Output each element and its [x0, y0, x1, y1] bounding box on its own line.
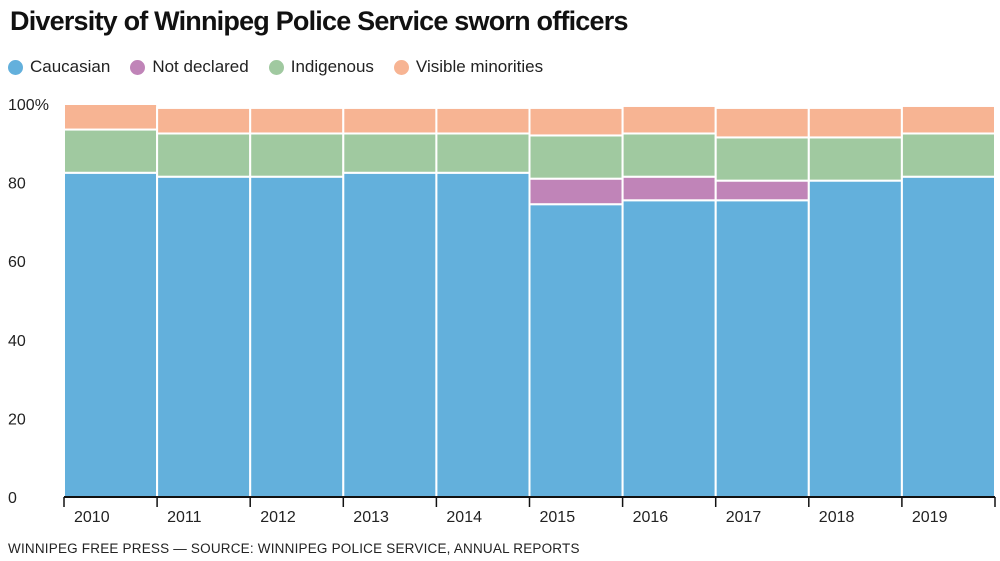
y-tick-label: 40	[8, 333, 26, 350]
bar-segment-indigenous-2015	[528, 134, 624, 180]
x-tick-label: 2016	[633, 509, 669, 526]
source-note: WINNIPEG FREE PRESS — SOURCE: WINNIPEG P…	[8, 541, 580, 556]
x-tick-label: 2012	[260, 509, 296, 526]
bar-segment-indigenous-2012	[249, 132, 345, 178]
bars	[63, 103, 997, 499]
x-tick-label: 2019	[912, 509, 948, 526]
bar-segment-visible-minorities-2015	[528, 106, 624, 137]
legend-swatch-visible-minorities	[393, 59, 409, 75]
bar-segment-indigenous-2017	[714, 136, 810, 182]
bar-segment-indigenous-2019	[900, 132, 997, 178]
bar-segment-caucasian-2011	[156, 175, 252, 499]
bar-segment-indigenous-2011	[156, 132, 252, 178]
y-tick-label: 60	[8, 254, 26, 271]
bar-segment-indigenous-2014	[435, 132, 531, 174]
bar-segment-visible-minorities-2014	[435, 106, 531, 135]
x-tick-label: 2013	[353, 509, 389, 526]
y-tick-label: 80	[8, 176, 26, 193]
bar-segment-indigenous-2018	[807, 136, 903, 182]
bar-segment-visible-minorities-2013	[342, 106, 438, 135]
bar-segment-visible-minorities-2010	[63, 103, 159, 131]
legend-item-visible-minorities: Visible minorities	[393, 57, 544, 77]
legend: Caucasian Not declared Indigenous Visibl…	[8, 57, 563, 77]
legend-item-not-declared: Not declared	[130, 57, 249, 77]
y-tick-label: 0	[8, 490, 17, 507]
bar-segment-caucasian-2012	[249, 175, 345, 499]
bar-segment-not-declared-2017	[714, 179, 810, 202]
chart-title: Diversity of Winnipeg Police Service swo…	[10, 6, 628, 36]
y-tick-label: 20	[8, 411, 26, 428]
bar-segment-indigenous-2010	[63, 128, 159, 174]
bar-segment-caucasian-2010	[63, 171, 159, 498]
x-axis: 2010 2011 2012 2013 2014 2015 2016 2017 2018 2019	[63, 496, 996, 526]
y-tick-label: 100%	[8, 97, 49, 114]
legend-swatch-not-declared	[130, 59, 146, 75]
bar-segment-caucasian-2016	[621, 199, 717, 498]
bar-segment-visible-minorities-2018	[807, 106, 903, 139]
bar-segment-caucasian-2014	[435, 171, 531, 498]
bar-segment-visible-minorities-2012	[249, 106, 345, 135]
x-tick-label: 2018	[819, 509, 855, 526]
bar-segment-indigenous-2016	[621, 132, 717, 178]
bar-segment-not-declared-2016	[621, 175, 717, 202]
x-tick-label: 2010	[74, 509, 110, 526]
bar-segment-caucasian-2019	[900, 175, 997, 499]
bar-segment-visible-minorities-2011	[156, 106, 252, 135]
x-tick-label: 2014	[446, 509, 482, 526]
x-tick-label: 2017	[726, 509, 762, 526]
bar-segment-indigenous-2013	[342, 132, 438, 174]
legend-swatch-caucasian	[8, 59, 23, 75]
bar-segment-caucasian-2013	[342, 171, 438, 498]
bar-segment-caucasian-2018	[807, 179, 903, 498]
x-tick-label: 2015	[540, 509, 576, 526]
bar-segment-caucasian-2017	[714, 199, 810, 498]
x-tick-label: 2011	[167, 509, 202, 526]
legend-item-caucasian: Caucasian	[8, 57, 110, 77]
legend-label-visible-minorities: Visible minorities	[415, 57, 544, 76]
legend-label-indigenous: Indigenous	[290, 57, 374, 76]
bar-segment-visible-minorities-2019	[900, 104, 997, 135]
legend-label-not-declared: Not declared	[152, 57, 249, 76]
bar-segment-visible-minorities-2016	[621, 104, 717, 135]
legend-swatch-indigenous	[268, 59, 284, 75]
y-axis: 0 20 40 60 80 100%	[8, 97, 49, 507]
legend-label-caucasian: Caucasian	[30, 57, 111, 76]
legend-item-indigenous: Indigenous	[268, 57, 374, 77]
bar-segment-visible-minorities-2017	[714, 106, 810, 139]
bar-segment-not-declared-2015	[528, 177, 624, 206]
bar-segment-caucasian-2015	[528, 203, 624, 498]
